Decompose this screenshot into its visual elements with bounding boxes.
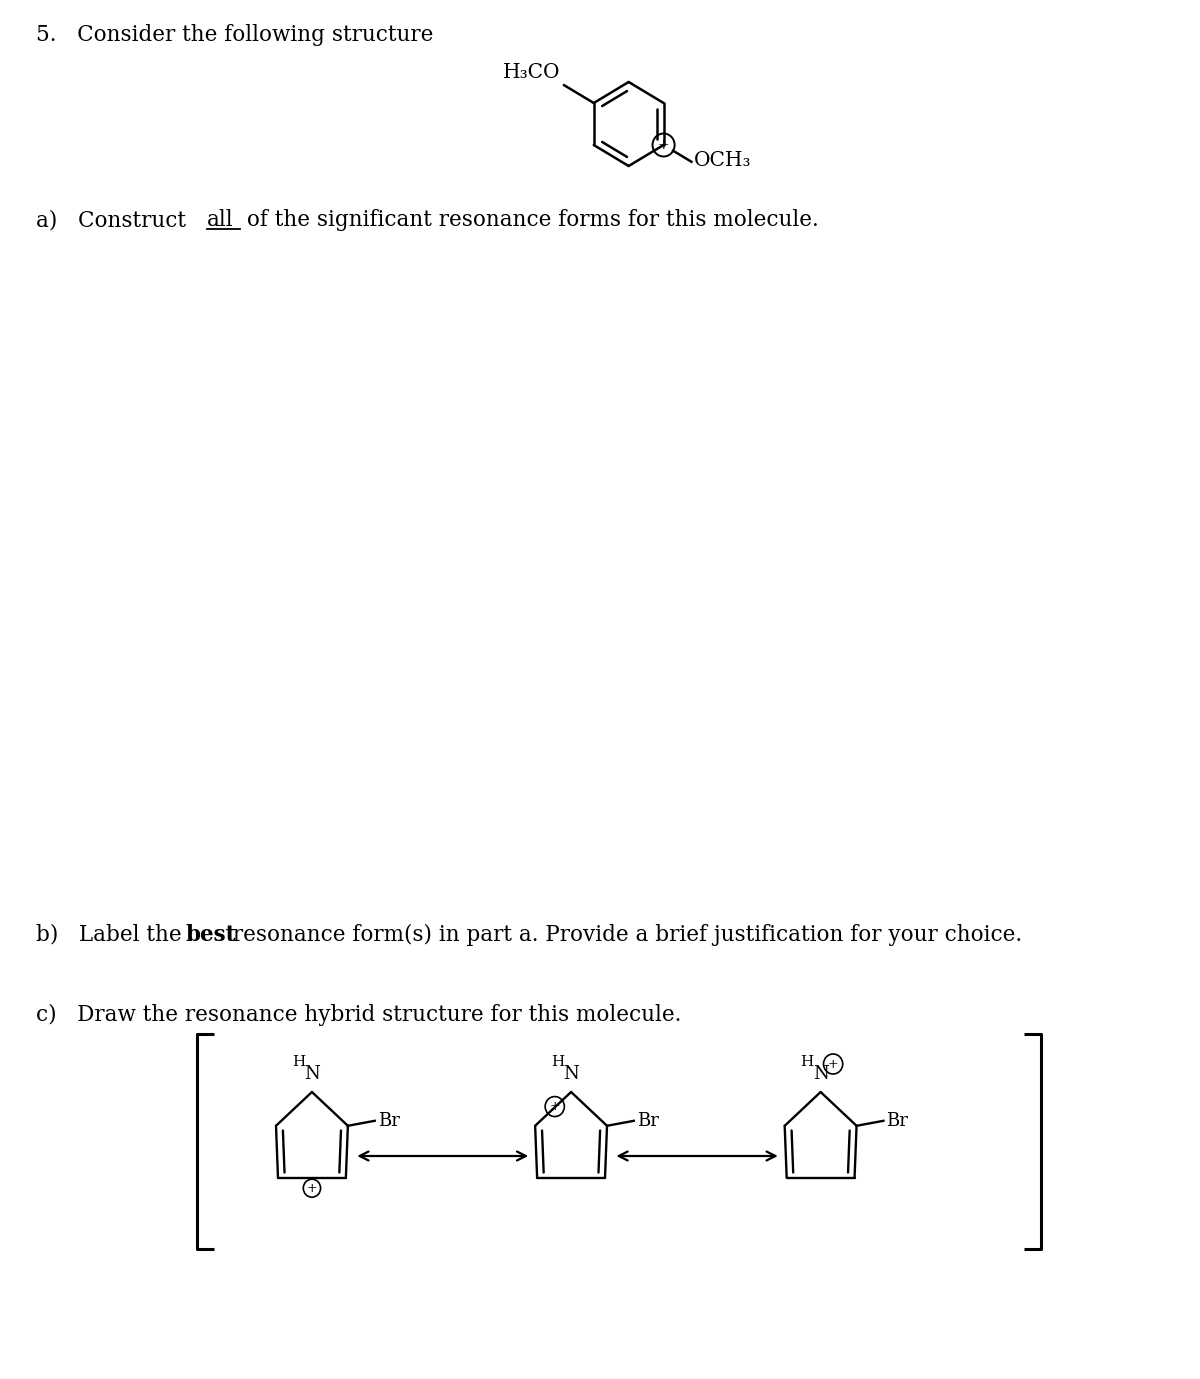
- Text: Br: Br: [887, 1111, 908, 1129]
- Text: +: +: [828, 1058, 839, 1070]
- Text: +: +: [307, 1182, 317, 1194]
- Text: Br: Br: [637, 1111, 659, 1129]
- Text: b)   Label the: b) Label the: [36, 924, 188, 946]
- Text: OCH₃: OCH₃: [695, 152, 751, 170]
- Text: c)   Draw the resonance hybrid structure for this molecule.: c) Draw the resonance hybrid structure f…: [36, 1004, 682, 1026]
- Text: H: H: [292, 1055, 305, 1069]
- Text: +: +: [658, 138, 670, 152]
- Text: N: N: [304, 1065, 320, 1083]
- Text: Br: Br: [378, 1111, 400, 1129]
- Text: N: N: [563, 1065, 578, 1083]
- Text: 5.   Consider the following structure: 5. Consider the following structure: [36, 23, 434, 46]
- Text: N: N: [812, 1065, 828, 1083]
- Text: H: H: [800, 1055, 814, 1069]
- Text: best: best: [185, 924, 235, 946]
- Text: H₃CO: H₃CO: [503, 63, 560, 81]
- Text: +: +: [550, 1100, 560, 1113]
- Text: of the significant resonance forms for this molecule.: of the significant resonance forms for t…: [240, 210, 818, 232]
- Text: a)   Construct: a) Construct: [36, 210, 193, 232]
- Text: resonance form(s) in part a. Provide a brief justification for your choice.: resonance form(s) in part a. Provide a b…: [226, 924, 1021, 946]
- Text: all: all: [208, 210, 234, 232]
- Text: H: H: [551, 1055, 564, 1069]
